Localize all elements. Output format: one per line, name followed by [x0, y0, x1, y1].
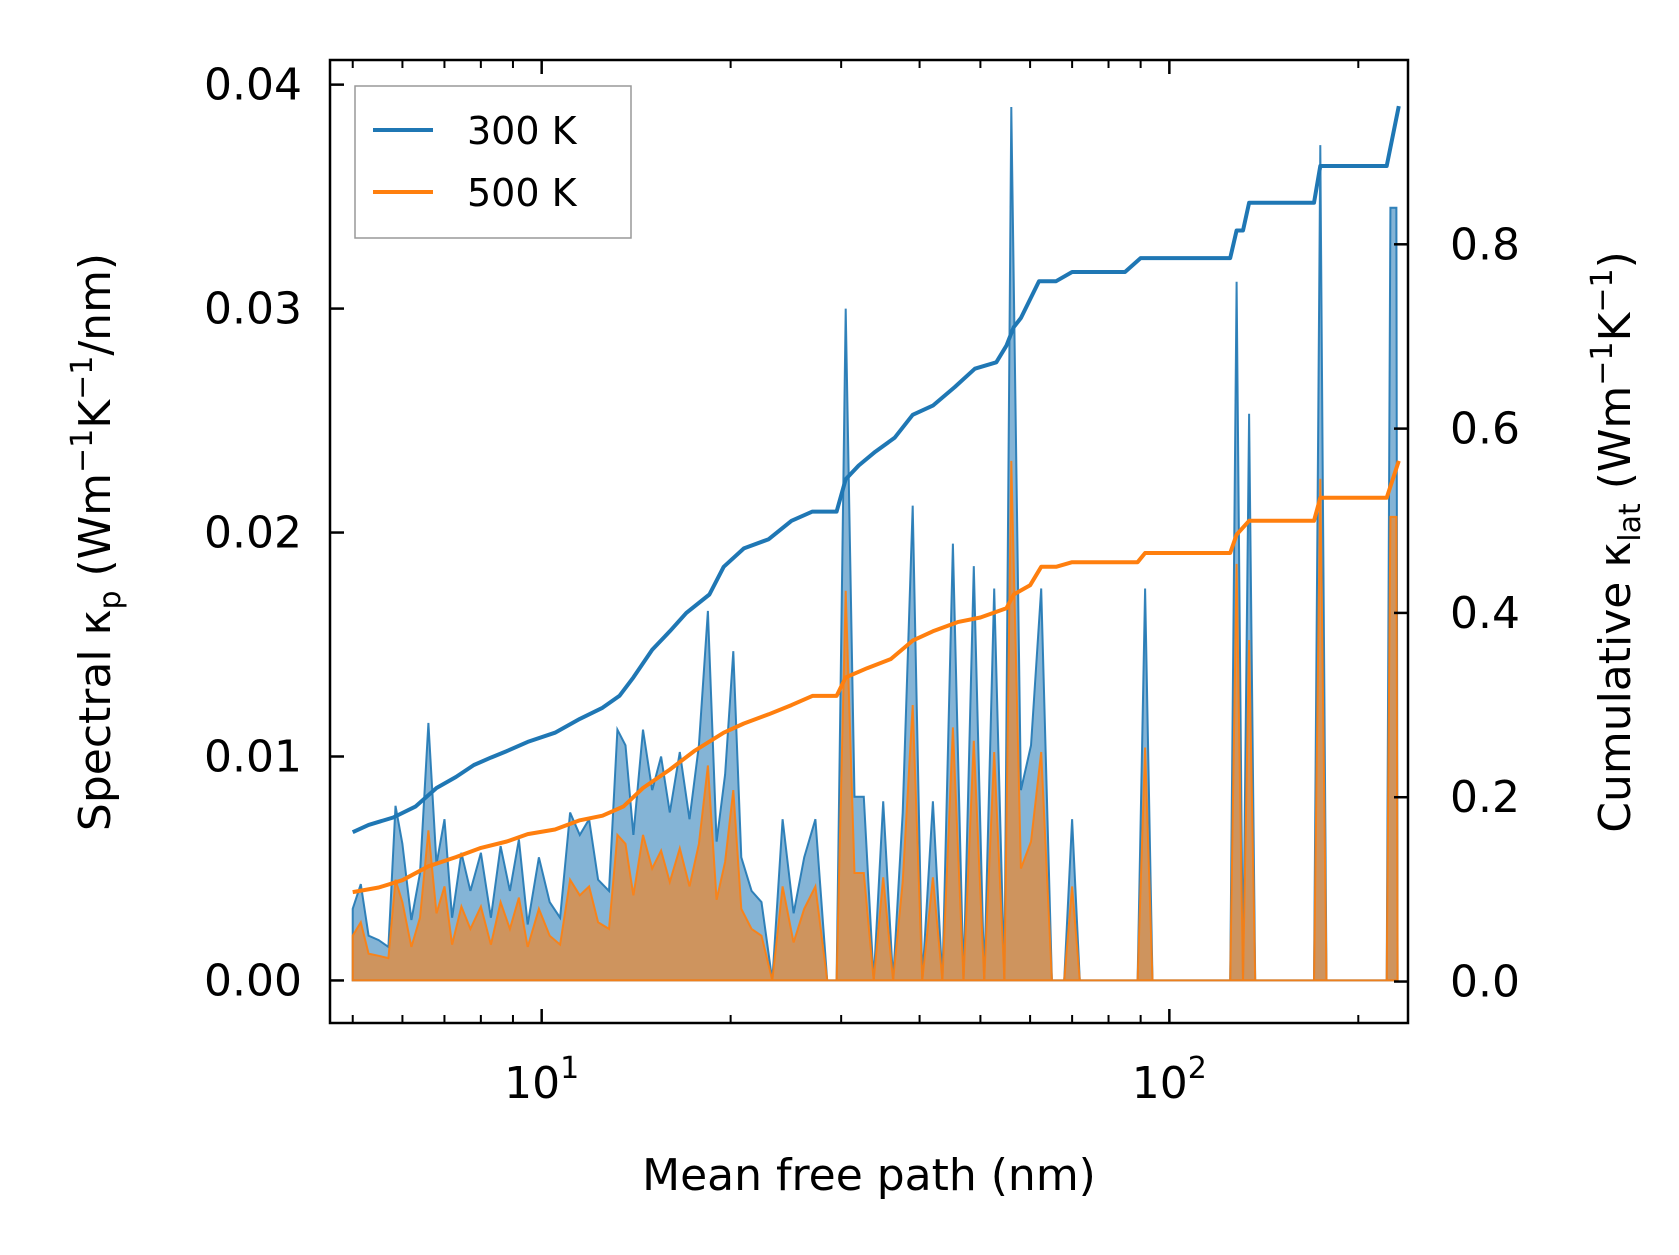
cumulative-line-300k [351, 105, 1401, 835]
y-left-title-part2: K [70, 399, 121, 429]
y-right-tick-label: 0.4 [1450, 588, 1520, 639]
y-left-title-prefix: Spectral κ [70, 610, 121, 832]
y-left-title-sub: p [93, 590, 128, 609]
y-right-title-part2: K [1590, 311, 1641, 341]
y-left-tick-label: 0.03 [204, 284, 302, 335]
y-left-tick-label: 0.01 [204, 731, 302, 782]
y-right-title-part1: (Wm [1590, 386, 1641, 504]
y-left-title-sup1: −1 [65, 429, 100, 473]
cumulative-line-500k [352, 460, 1401, 895]
y-left-title-part3: /nm) [70, 253, 121, 356]
y-right-tick-label: 0.8 [1450, 219, 1520, 270]
y-left-title-sup2: −1 [65, 356, 100, 400]
y-right-title-sub: lat [1613, 503, 1648, 542]
y-left-axis-ticks: 0.00 0.01 0.02 0.03 0.04 [204, 60, 344, 1006]
y-left-tick-label: 0.00 [204, 955, 302, 1006]
plot-frame [328, 58, 1410, 1025]
x-axis-title: Mean free path (nm) [642, 1150, 1096, 1201]
y-right-axis-title: Cumulative κlat (Wm−1K−1) [1585, 251, 1648, 833]
y-right-axis-ticks: 0.0 0.2 0.4 0.6 0.8 [1394, 219, 1520, 1008]
y-right-tick-label: 0.2 [1450, 772, 1520, 823]
legend-label-300k: 300 K [467, 109, 578, 153]
y-left-axis-title: Spectral κp (Wm−1K−1/nm) [65, 253, 128, 831]
y-right-title-sup1: −1 [1585, 341, 1620, 385]
x-axis-minor-ticks [351, 60, 1360, 1023]
spectral-area-500k [351, 460, 1399, 982]
y-right-title-prefix: Cumulative κ [1590, 542, 1641, 833]
y-right-tick-label: 0.6 [1450, 404, 1520, 455]
legend: 300 K 500 K [354, 85, 632, 239]
y-left-tick-label: 0.04 [204, 60, 302, 111]
y-left-tick-label: 0.02 [204, 508, 302, 559]
legend-label-500k: 500 K [467, 171, 578, 215]
x-tick-label: 101 [504, 1051, 579, 1109]
y-right-title-part3: ) [1590, 251, 1641, 268]
y-right-tick-label: 0.0 [1450, 957, 1520, 1008]
y-left-title-part1: (Wm [70, 473, 121, 591]
x-axis-ticks: 101 102 [504, 60, 1207, 1109]
spectral-fill-areas [351, 106, 1399, 982]
legend-box [354, 85, 632, 239]
cumulative-lines [351, 105, 1401, 895]
x-tick-label: 102 [1132, 1051, 1207, 1109]
y-right-title-sup2: −1 [1585, 268, 1620, 312]
